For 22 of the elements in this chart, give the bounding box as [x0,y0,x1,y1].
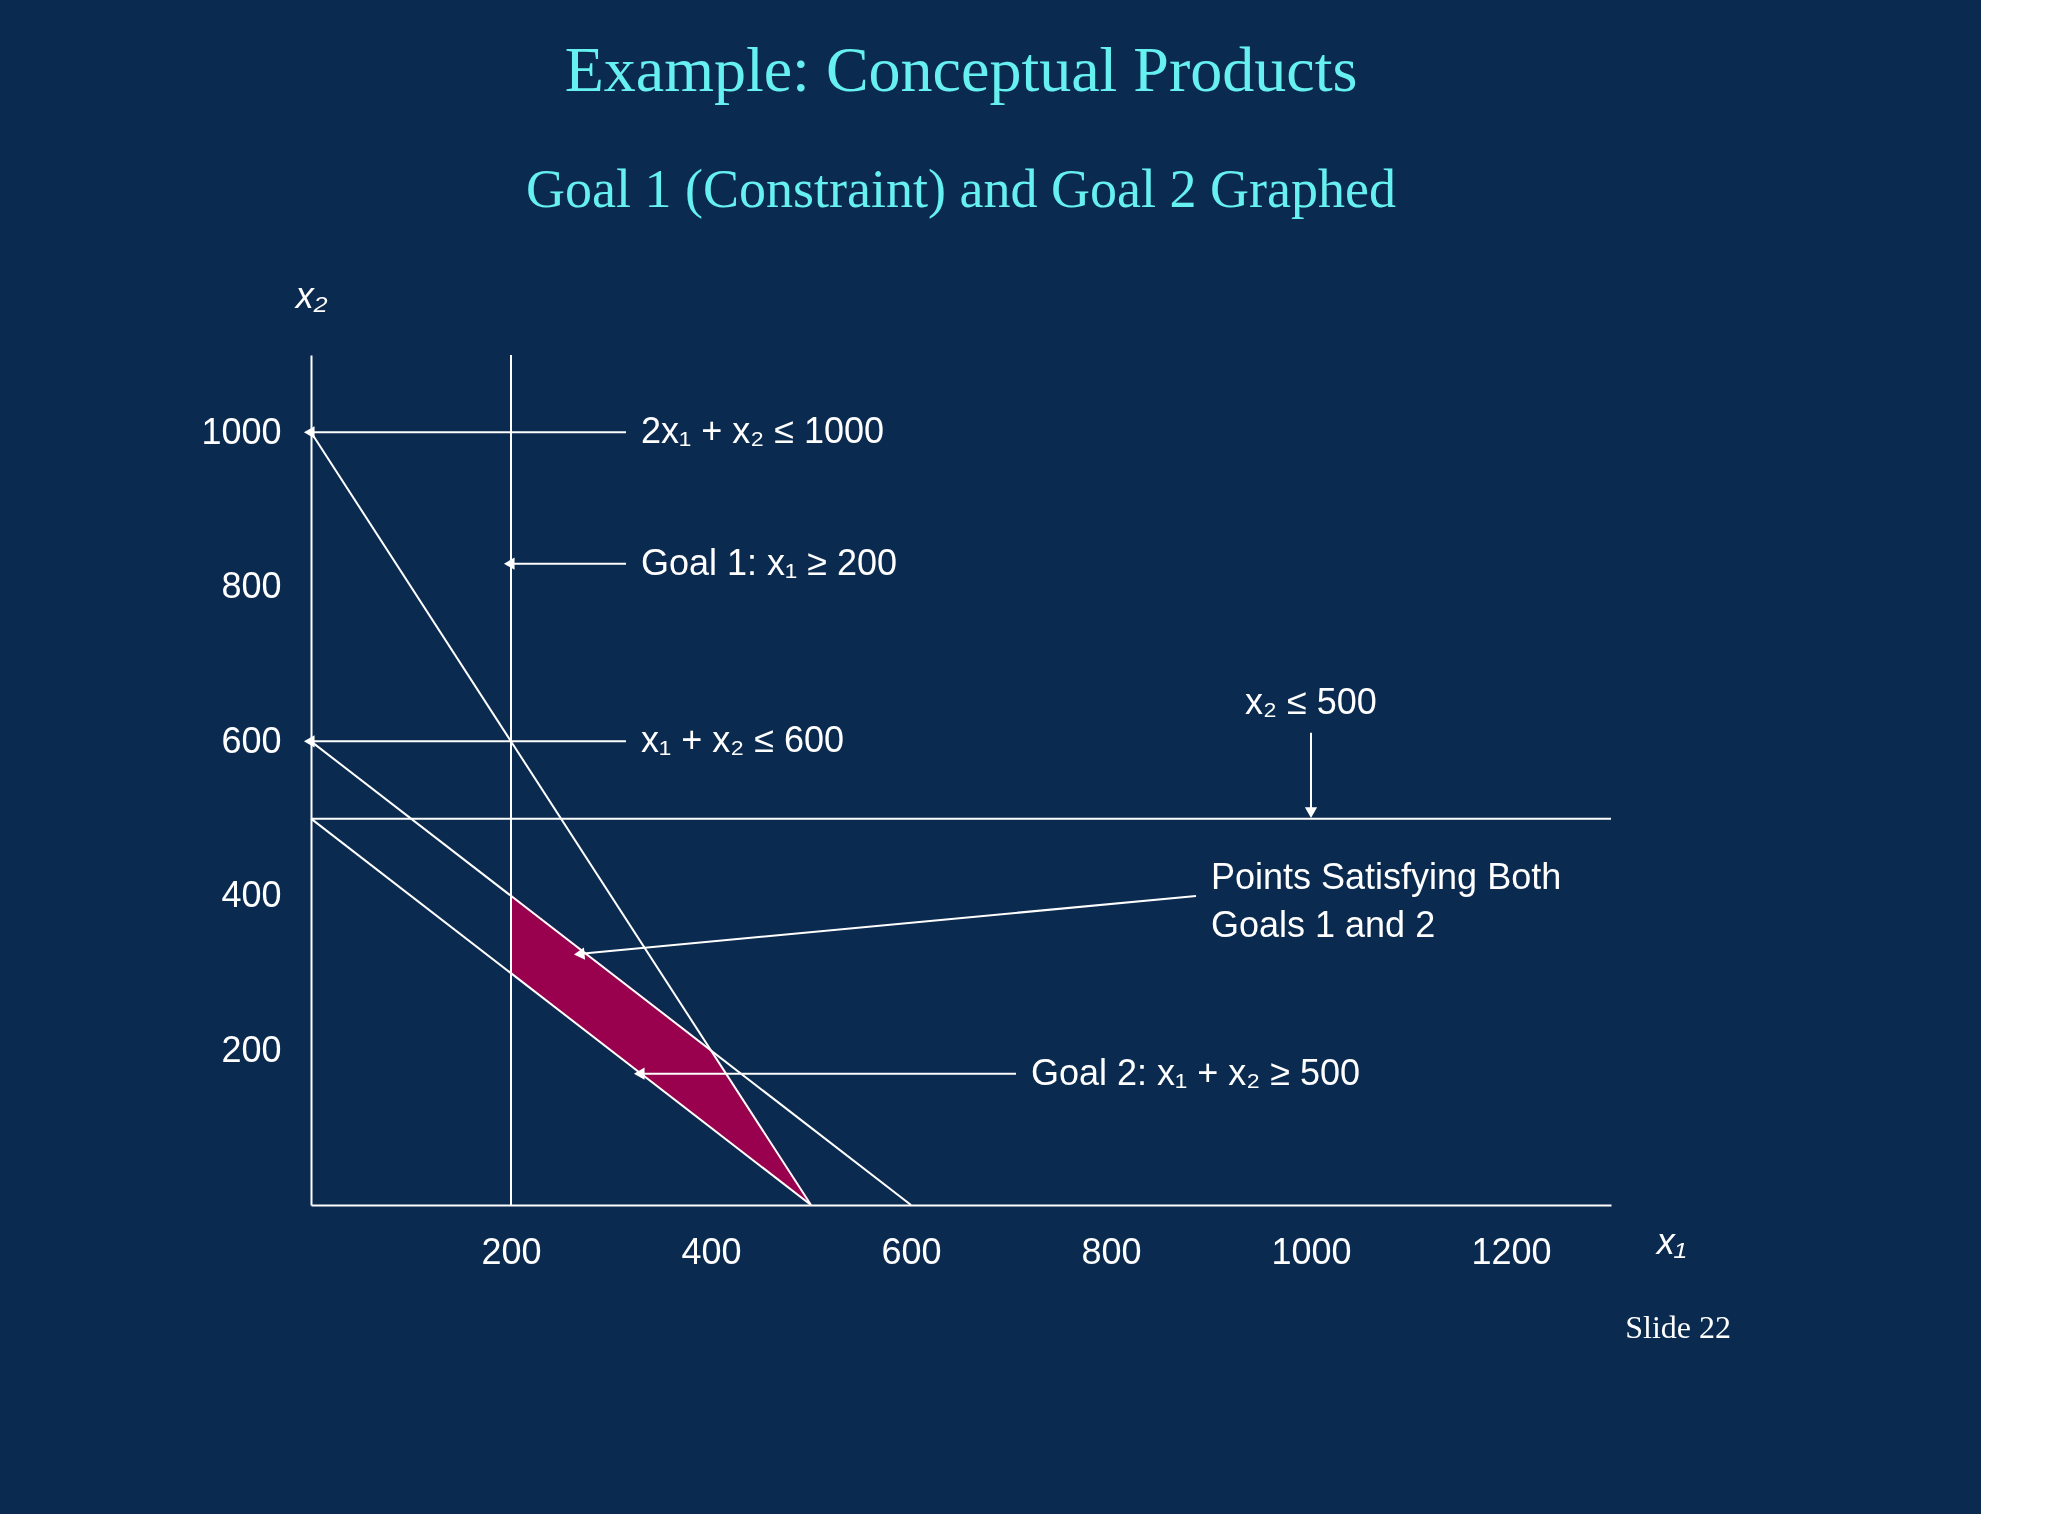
chart-title: Example: Conceptual Products [564,34,1358,105]
x-tick-label: 400 [681,1230,742,1272]
y-tick-label: 600 [221,719,282,761]
x-tick-label: 600 [881,1230,942,1272]
x-tick-label: 800 [1081,1230,1142,1272]
y-tick-label: 400 [221,874,282,916]
chart-subtitle: Goal 1 (Constraint) and Goal 2 Graphed [526,159,1396,219]
text: Slide 22 [1625,1309,1731,1345]
x-tick-label: 200 [481,1230,542,1272]
y-tick-label: 1000 [201,410,282,452]
y-axis-title: x₂ [293,274,328,316]
x-axis-title: x₁ [1654,1220,1687,1262]
ref-line-label: Goal 1: x₁ ≥ 200 [641,541,898,583]
x-tick-label: 1200 [1471,1230,1552,1272]
y-tick-label: 200 [221,1028,282,1070]
annotation: x₁ + x₂ ≤ 600 [641,719,844,761]
annotation: 2x₁ + x₂ ≤ 1000 [641,410,885,452]
annotation: Goal 2: x₁ + x₂ ≥ 500 [1031,1051,1361,1093]
annotation: Points Satisfying Both Goals 1 and 2 [1211,855,1562,945]
y-tick-label: 800 [221,565,282,607]
annotation: x₂ ≤ 500 [1245,680,1377,722]
x-tick-label: 1000 [1271,1230,1352,1272]
